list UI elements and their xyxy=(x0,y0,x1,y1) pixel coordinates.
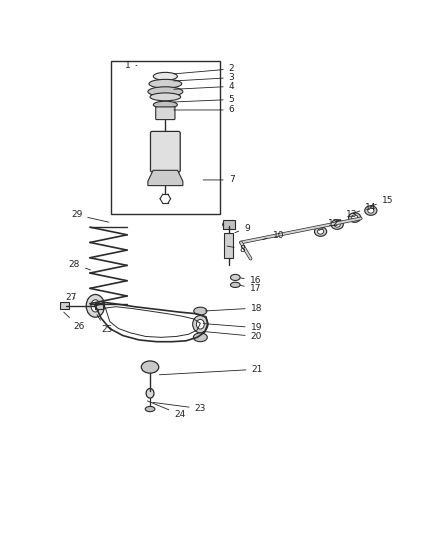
Text: 26: 26 xyxy=(64,312,85,332)
Text: 23: 23 xyxy=(153,402,206,413)
Ellipse shape xyxy=(196,319,204,329)
Ellipse shape xyxy=(150,93,181,101)
Bar xyxy=(60,302,69,309)
Ellipse shape xyxy=(153,72,177,80)
Ellipse shape xyxy=(86,294,105,317)
Text: 12: 12 xyxy=(319,219,340,230)
Text: 17: 17 xyxy=(240,284,261,293)
FancyBboxPatch shape xyxy=(156,107,175,119)
Ellipse shape xyxy=(194,307,207,315)
Ellipse shape xyxy=(368,208,374,213)
Polygon shape xyxy=(148,171,183,185)
Text: 9: 9 xyxy=(235,223,250,233)
Text: 27: 27 xyxy=(65,294,77,303)
Text: 19: 19 xyxy=(203,323,262,332)
Text: 21: 21 xyxy=(159,365,263,375)
Ellipse shape xyxy=(365,206,377,215)
Text: 13: 13 xyxy=(335,211,357,222)
Text: 2: 2 xyxy=(174,64,235,74)
Text: 16: 16 xyxy=(240,276,261,285)
Ellipse shape xyxy=(348,213,361,222)
Ellipse shape xyxy=(231,274,240,280)
Ellipse shape xyxy=(149,79,182,88)
Ellipse shape xyxy=(145,406,155,411)
Bar xyxy=(223,220,235,229)
Text: 6: 6 xyxy=(174,106,235,115)
Text: 4: 4 xyxy=(174,82,235,91)
Text: 25: 25 xyxy=(97,314,113,334)
Text: 24: 24 xyxy=(147,401,185,419)
Text: 18: 18 xyxy=(205,303,262,312)
Ellipse shape xyxy=(141,361,159,373)
Ellipse shape xyxy=(193,333,207,342)
FancyBboxPatch shape xyxy=(150,132,180,172)
Ellipse shape xyxy=(331,220,343,229)
Bar xyxy=(224,233,233,258)
Text: 29: 29 xyxy=(71,211,109,222)
Ellipse shape xyxy=(318,229,324,234)
Text: 3: 3 xyxy=(174,73,235,82)
Ellipse shape xyxy=(223,222,235,228)
Text: 5: 5 xyxy=(174,95,235,104)
Ellipse shape xyxy=(153,101,177,108)
Ellipse shape xyxy=(334,222,340,227)
Text: 15: 15 xyxy=(370,196,393,206)
Text: 8: 8 xyxy=(227,245,246,254)
Ellipse shape xyxy=(352,215,358,220)
Text: 1: 1 xyxy=(125,61,137,70)
Text: 10: 10 xyxy=(263,230,284,239)
Bar xyxy=(111,61,220,214)
Ellipse shape xyxy=(146,389,154,398)
Text: 7: 7 xyxy=(203,175,235,184)
Ellipse shape xyxy=(315,227,326,236)
Text: 20: 20 xyxy=(203,332,262,341)
Ellipse shape xyxy=(148,87,183,96)
Ellipse shape xyxy=(193,316,208,333)
Ellipse shape xyxy=(231,282,240,287)
Bar xyxy=(95,303,103,309)
Text: 28: 28 xyxy=(69,260,91,270)
Ellipse shape xyxy=(91,300,100,312)
Text: 14: 14 xyxy=(354,203,377,213)
